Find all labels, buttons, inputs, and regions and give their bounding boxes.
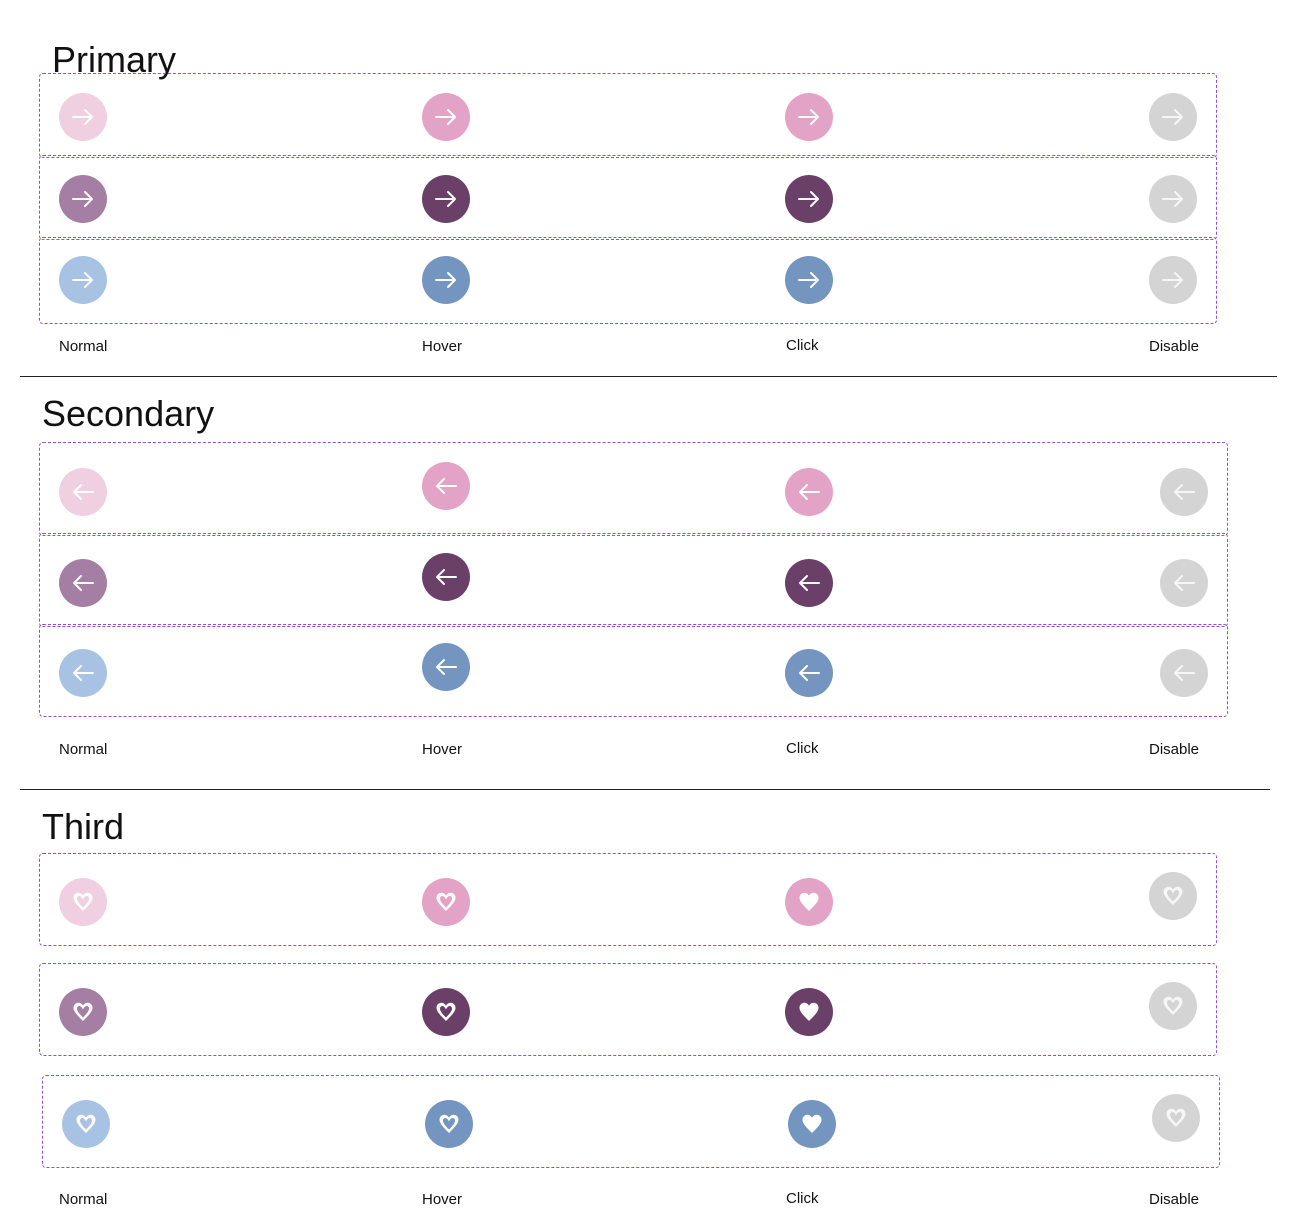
heart-filled-icon bbox=[796, 889, 822, 915]
arrow-right-icon bbox=[70, 186, 96, 212]
arrow-left-icon bbox=[1171, 570, 1197, 596]
section-divider bbox=[20, 789, 1270, 790]
third-plum-disable-button[interactable] bbox=[1149, 982, 1197, 1030]
state-label-normal: Normal bbox=[59, 1191, 108, 1208]
third-blue-click-button[interactable] bbox=[788, 1100, 836, 1148]
secondary-blue-disable-button[interactable] bbox=[1160, 649, 1208, 697]
arrow-left-icon bbox=[796, 479, 822, 505]
state-label-disable: Disable bbox=[1149, 1191, 1200, 1208]
arrow-right-icon bbox=[796, 104, 822, 130]
state-label-disable: Disable bbox=[1149, 741, 1200, 758]
secondary-row-box bbox=[39, 533, 1228, 627]
primary-row-box bbox=[39, 73, 1217, 158]
third-pink-hover-button[interactable] bbox=[422, 878, 470, 926]
heart-icon bbox=[70, 889, 96, 915]
secondary-row-box bbox=[39, 624, 1228, 717]
arrow-right-icon bbox=[1160, 186, 1186, 212]
primary-blue-hover-button[interactable] bbox=[422, 256, 470, 304]
section-title-third: Third bbox=[42, 806, 125, 847]
heart-icon bbox=[436, 1111, 462, 1137]
section-title-secondary: Secondary bbox=[42, 393, 215, 434]
arrow-left-icon bbox=[70, 570, 96, 596]
arrow-right-icon bbox=[70, 267, 96, 293]
third-blue-hover-button[interactable] bbox=[425, 1100, 473, 1148]
arrow-right-icon bbox=[433, 267, 459, 293]
third-row-box bbox=[39, 963, 1217, 1056]
arrow-right-icon bbox=[433, 186, 459, 212]
secondary-blue-hover-button[interactable] bbox=[422, 643, 470, 691]
state-label-hover: Hover bbox=[422, 338, 463, 355]
secondary-plum-disable-button[interactable] bbox=[1160, 559, 1208, 607]
heart-icon bbox=[433, 889, 459, 915]
secondary-blue-click-button[interactable] bbox=[785, 649, 833, 697]
arrow-left-icon bbox=[1171, 660, 1197, 686]
heart-filled-icon bbox=[799, 1111, 825, 1137]
secondary-blue-normal-button[interactable] bbox=[59, 649, 107, 697]
secondary-pink-normal-button[interactable] bbox=[59, 468, 107, 516]
primary-plum-hover-button[interactable] bbox=[422, 175, 470, 223]
primary-plum-click-button[interactable] bbox=[785, 175, 833, 223]
heart-icon bbox=[1163, 1105, 1189, 1131]
state-label-disable: Disable bbox=[1149, 338, 1200, 355]
primary-pink-hover-button[interactable] bbox=[422, 93, 470, 141]
third-plum-normal-button[interactable] bbox=[59, 988, 107, 1036]
secondary-plum-hover-button[interactable] bbox=[422, 553, 470, 601]
section-title-primary: Primary bbox=[52, 39, 176, 80]
section-divider bbox=[20, 376, 1277, 377]
arrow-right-icon bbox=[796, 267, 822, 293]
state-label-normal: Normal bbox=[59, 741, 108, 758]
arrow-left-icon bbox=[433, 654, 459, 680]
arrow-right-icon bbox=[1160, 267, 1186, 293]
primary-pink-disable-button[interactable] bbox=[1149, 93, 1197, 141]
heart-icon bbox=[70, 999, 96, 1025]
state-label-hover: Hover bbox=[422, 1191, 463, 1208]
third-blue-disable-button[interactable] bbox=[1152, 1094, 1200, 1142]
arrow-left-icon bbox=[70, 479, 96, 505]
secondary-pink-disable-button[interactable] bbox=[1160, 468, 1208, 516]
arrow-left-icon bbox=[70, 660, 96, 686]
arrow-right-icon bbox=[1160, 104, 1186, 130]
third-plum-hover-button[interactable] bbox=[422, 988, 470, 1036]
state-label-click: Click bbox=[786, 740, 819, 757]
secondary-row-box bbox=[39, 442, 1228, 536]
primary-blue-click-button[interactable] bbox=[785, 256, 833, 304]
arrow-right-icon bbox=[70, 104, 96, 130]
arrow-right-icon bbox=[796, 186, 822, 212]
third-row-box bbox=[39, 853, 1217, 946]
secondary-pink-hover-button[interactable] bbox=[422, 462, 470, 510]
primary-blue-normal-button[interactable] bbox=[59, 256, 107, 304]
primary-plum-disable-button[interactable] bbox=[1149, 175, 1197, 223]
heart-icon bbox=[433, 999, 459, 1025]
state-label-hover: Hover bbox=[422, 741, 463, 758]
primary-row-box bbox=[39, 237, 1217, 324]
third-pink-click-button[interactable] bbox=[785, 878, 833, 926]
heart-icon bbox=[1160, 883, 1186, 909]
heart-icon bbox=[73, 1111, 99, 1137]
arrow-left-icon bbox=[1171, 479, 1197, 505]
third-row-box bbox=[42, 1075, 1220, 1168]
state-label-click: Click bbox=[786, 1190, 819, 1207]
secondary-plum-click-button[interactable] bbox=[785, 559, 833, 607]
secondary-plum-normal-button[interactable] bbox=[59, 559, 107, 607]
arrow-left-icon bbox=[796, 660, 822, 686]
third-pink-disable-button[interactable] bbox=[1149, 872, 1197, 920]
primary-pink-normal-button[interactable] bbox=[59, 93, 107, 141]
primary-pink-click-button[interactable] bbox=[785, 93, 833, 141]
secondary-pink-click-button[interactable] bbox=[785, 468, 833, 516]
state-label-click: Click bbox=[786, 337, 819, 354]
primary-plum-normal-button[interactable] bbox=[59, 175, 107, 223]
third-pink-normal-button[interactable] bbox=[59, 878, 107, 926]
arrow-left-icon bbox=[433, 564, 459, 590]
third-plum-click-button[interactable] bbox=[785, 988, 833, 1036]
third-blue-normal-button[interactable] bbox=[62, 1100, 110, 1148]
primary-row-box bbox=[39, 155, 1217, 240]
state-label-normal: Normal bbox=[59, 338, 108, 355]
heart-filled-icon bbox=[796, 999, 822, 1025]
primary-blue-disable-button[interactable] bbox=[1149, 256, 1197, 304]
arrow-left-icon bbox=[796, 570, 822, 596]
arrow-left-icon bbox=[433, 473, 459, 499]
arrow-right-icon bbox=[433, 104, 459, 130]
heart-icon bbox=[1160, 993, 1186, 1019]
